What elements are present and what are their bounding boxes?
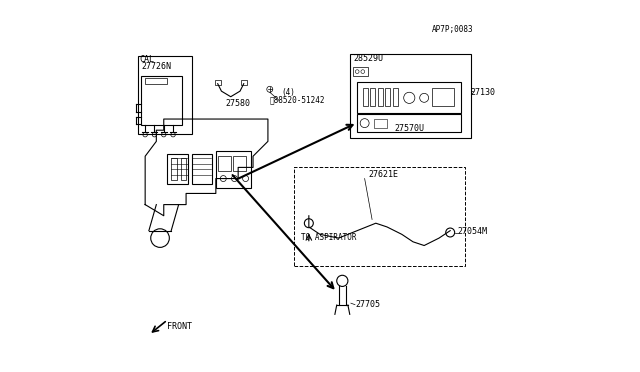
- Bar: [349, 54, 470, 138]
- Text: AP7P;0083: AP7P;0083: [431, 25, 473, 33]
- Bar: [218, 156, 231, 171]
- Text: 27580: 27580: [225, 99, 250, 108]
- Bar: [216, 151, 251, 188]
- Text: CAL: CAL: [140, 55, 155, 64]
- Bar: [431, 88, 454, 106]
- Text: 27130: 27130: [470, 88, 495, 97]
- Text: 27705: 27705: [355, 300, 380, 309]
- Bar: [392, 88, 397, 106]
- Bar: [215, 80, 221, 85]
- Text: 28529U: 28529U: [353, 54, 383, 63]
- Bar: [370, 88, 376, 106]
- Bar: [172, 158, 177, 180]
- Text: 27570U: 27570U: [394, 124, 424, 133]
- Text: Ⓞ88520-51242: Ⓞ88520-51242: [270, 95, 325, 104]
- Bar: [385, 88, 390, 106]
- Bar: [168, 154, 188, 184]
- Bar: [378, 88, 383, 106]
- Text: FRONT: FRONT: [168, 322, 193, 331]
- Bar: [138, 56, 191, 134]
- Bar: [357, 82, 461, 113]
- Text: 27054M: 27054M: [458, 227, 488, 236]
- Bar: [180, 158, 186, 180]
- Bar: [241, 80, 246, 85]
- Text: TO ASPIRATOR: TO ASPIRATOR: [301, 233, 356, 242]
- Text: 27621E: 27621E: [369, 170, 398, 179]
- Bar: [232, 156, 246, 171]
- Bar: [141, 76, 182, 125]
- Bar: [191, 154, 212, 184]
- Bar: [363, 88, 368, 106]
- Bar: [353, 67, 369, 76]
- Bar: [294, 167, 465, 266]
- Bar: [357, 114, 461, 132]
- Text: (4): (4): [281, 88, 295, 97]
- Bar: [145, 78, 168, 84]
- Text: 27726N: 27726N: [141, 62, 172, 71]
- Bar: [374, 119, 387, 128]
